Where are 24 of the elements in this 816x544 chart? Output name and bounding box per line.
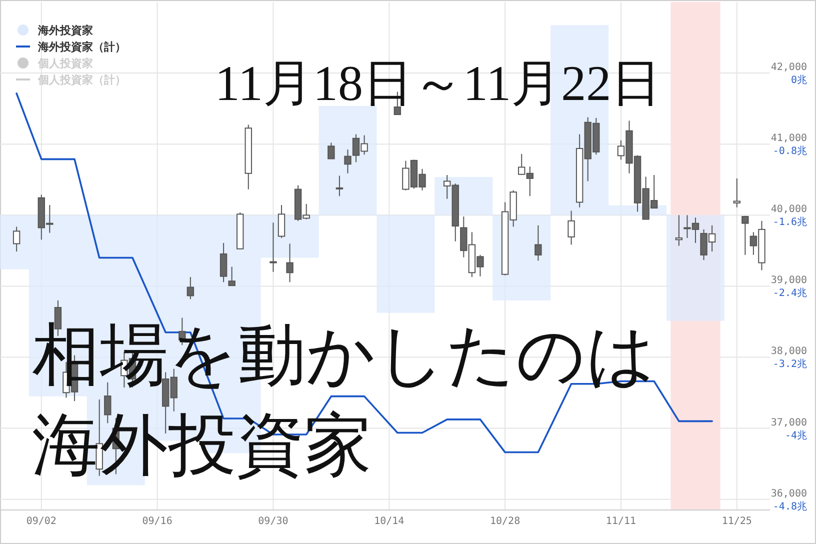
x-tick-label: 11/11 <box>606 516 636 527</box>
y-tick-label: 38,000 <box>770 346 807 358</box>
x-tick-label: 09/30 <box>258 516 288 527</box>
y-tick-label: 40,000 <box>770 204 807 216</box>
y2-tick-label: -3.2兆 <box>772 358 807 370</box>
y-tick-label: 37,000 <box>770 417 807 428</box>
x-tick-label: 09/02 <box>26 516 56 527</box>
x-tick-label: 09/16 <box>142 516 172 527</box>
legend-label: 海外投資家（計） <box>37 40 126 54</box>
y2-tick-label: -4兆 <box>784 429 807 442</box>
y2-tick-label: -0.8兆 <box>772 145 807 158</box>
y2-tick-label: -4.8兆 <box>772 500 807 512</box>
y-tick-label: 42,000 <box>770 62 807 74</box>
x-tick-label: 10/14 <box>374 516 404 527</box>
legend-label: 海外投資家 <box>37 24 93 37</box>
x-tick-label: 10/28 <box>490 516 520 527</box>
y-tick-label: 36,000 <box>770 488 807 500</box>
x-tick-label: 11/25 <box>722 516 752 527</box>
y2-tick-label: 0兆 <box>790 74 807 86</box>
text: 11月18日～11月22日 <box>214 55 662 111</box>
y-tick-label: 39,000 <box>770 275 807 286</box>
y2-tick-label: -2.4兆 <box>772 287 807 300</box>
y2-tick-label: -1.6兆 <box>772 216 807 228</box>
y-tick-label: 41,000 <box>770 133 807 144</box>
